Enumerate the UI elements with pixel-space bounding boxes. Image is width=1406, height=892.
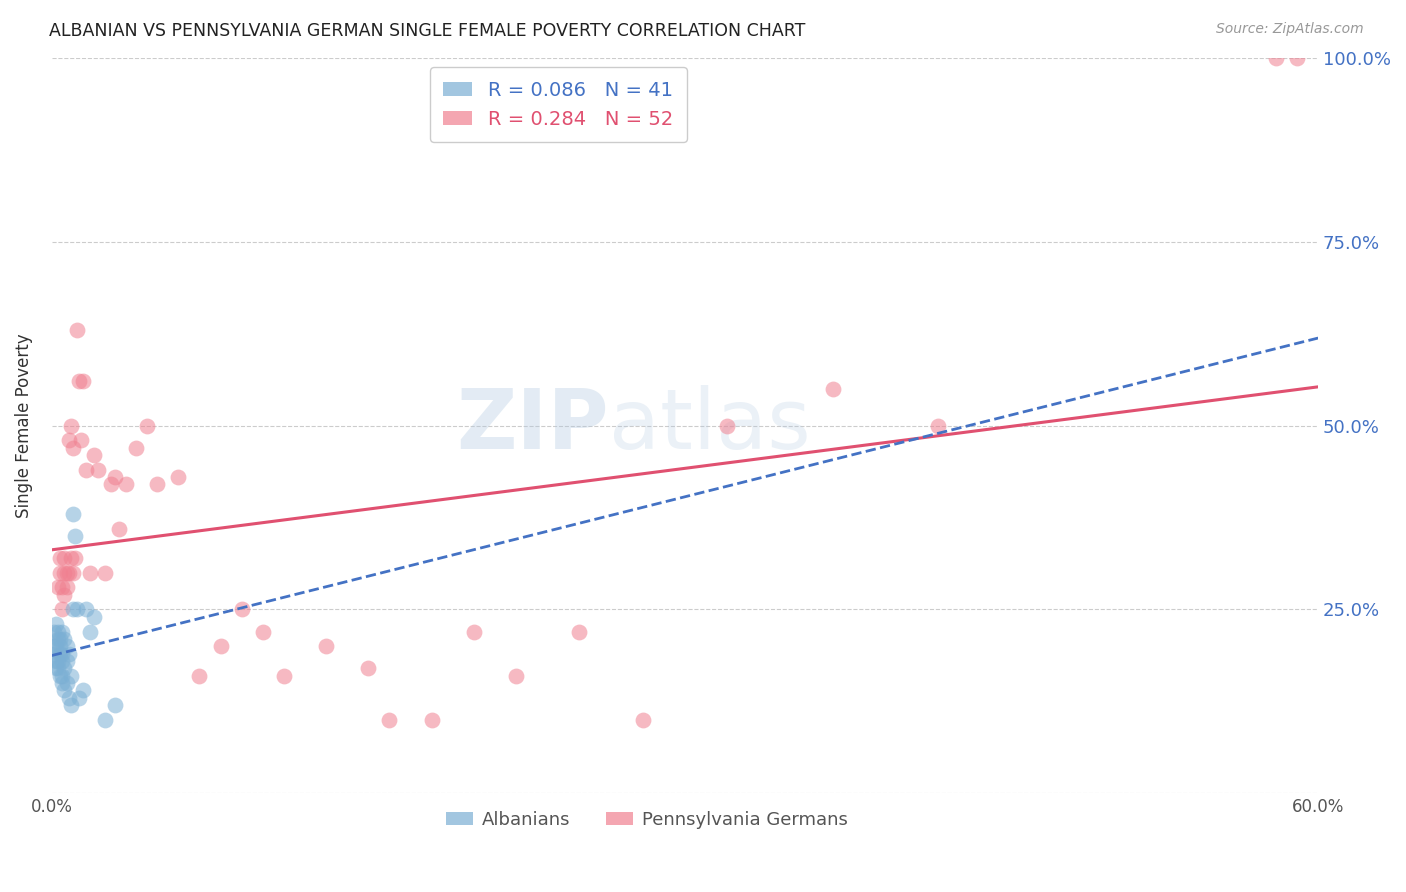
Point <box>59 550 82 565</box>
Point <box>67 690 90 705</box>
Point <box>209 639 232 653</box>
Point <box>49 668 72 682</box>
Point <box>53 588 76 602</box>
Point <box>420 713 443 727</box>
Point <box>104 698 127 712</box>
Point <box>83 448 105 462</box>
Point <box>59 698 82 712</box>
Point <box>188 668 211 682</box>
Point <box>49 566 72 580</box>
Point <box>67 375 90 389</box>
Point <box>55 580 77 594</box>
Point <box>87 463 110 477</box>
Point <box>63 529 86 543</box>
Point <box>58 434 80 448</box>
Point <box>357 661 380 675</box>
Point <box>108 521 131 535</box>
Point <box>167 470 190 484</box>
Point <box>821 382 844 396</box>
Point <box>58 647 80 661</box>
Point <box>45 639 67 653</box>
Point <box>93 713 115 727</box>
Point <box>631 713 654 727</box>
Point <box>55 654 77 668</box>
Point <box>378 713 401 727</box>
Point <box>1264 51 1286 65</box>
Point <box>62 441 84 455</box>
Point <box>42 624 65 639</box>
Text: Source: ZipAtlas.com: Source: ZipAtlas.com <box>1216 22 1364 37</box>
Point <box>53 632 76 646</box>
Point <box>505 668 527 682</box>
Point <box>75 463 97 477</box>
Point <box>315 639 337 653</box>
Text: ALBANIAN VS PENNSYLVANIA GERMAN SINGLE FEMALE POVERTY CORRELATION CHART: ALBANIAN VS PENNSYLVANIA GERMAN SINGLE F… <box>49 22 806 40</box>
Point <box>62 602 84 616</box>
Point <box>51 676 73 690</box>
Point <box>49 647 72 661</box>
Point <box>273 668 295 682</box>
Point <box>59 668 82 682</box>
Point <box>568 624 591 639</box>
Point <box>53 550 76 565</box>
Point <box>53 566 76 580</box>
Text: ZIP: ZIP <box>457 385 609 466</box>
Point <box>463 624 485 639</box>
Point <box>49 550 72 565</box>
Point <box>58 690 80 705</box>
Point <box>59 418 82 433</box>
Point <box>45 661 67 675</box>
Point <box>51 668 73 682</box>
Point <box>51 580 73 594</box>
Point <box>72 683 94 698</box>
Point <box>53 683 76 698</box>
Point <box>146 477 169 491</box>
Point <box>51 602 73 616</box>
Point <box>51 624 73 639</box>
Point <box>45 654 67 668</box>
Point <box>51 647 73 661</box>
Point <box>114 477 136 491</box>
Point <box>49 639 72 653</box>
Y-axis label: Single Female Poverty: Single Female Poverty <box>15 334 32 518</box>
Point <box>70 434 93 448</box>
Point <box>46 624 69 639</box>
Point <box>72 375 94 389</box>
Point <box>46 661 69 675</box>
Point <box>42 647 65 661</box>
Point <box>42 639 65 653</box>
Point <box>79 566 101 580</box>
Point <box>93 566 115 580</box>
Point <box>716 418 738 433</box>
Point <box>45 617 67 632</box>
Point <box>104 470 127 484</box>
Point <box>125 441 148 455</box>
Point <box>55 676 77 690</box>
Point <box>252 624 274 639</box>
Point <box>58 566 80 580</box>
Point <box>49 632 72 646</box>
Point <box>100 477 122 491</box>
Text: atlas: atlas <box>609 385 811 466</box>
Point <box>63 550 86 565</box>
Point <box>62 507 84 521</box>
Point <box>46 580 69 594</box>
Point <box>55 639 77 653</box>
Point <box>135 418 157 433</box>
Point <box>79 624 101 639</box>
Point <box>62 566 84 580</box>
Point <box>46 654 69 668</box>
Point <box>51 654 73 668</box>
Legend: Albanians, Pennsylvania Germans: Albanians, Pennsylvania Germans <box>439 804 855 836</box>
Point <box>55 566 77 580</box>
Point <box>53 661 76 675</box>
Point <box>1285 51 1308 65</box>
Point <box>75 602 97 616</box>
Point <box>66 323 89 337</box>
Point <box>83 609 105 624</box>
Point <box>231 602 253 616</box>
Point <box>66 602 89 616</box>
Point <box>927 418 949 433</box>
Point <box>46 632 69 646</box>
